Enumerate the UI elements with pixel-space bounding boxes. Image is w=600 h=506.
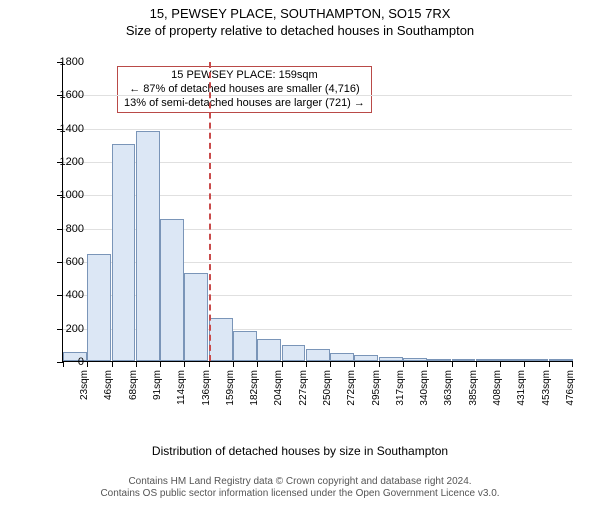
annotation-line-3: 13% of semi-detached houses are larger (… (124, 97, 365, 111)
histogram-bar (427, 359, 451, 362)
y-tick-label: 200 (44, 323, 84, 335)
x-tick-label: 250sqm (322, 370, 333, 406)
x-tick (330, 361, 331, 367)
x-tick (136, 361, 137, 367)
x-tick (379, 361, 380, 367)
x-tick-label: 385sqm (468, 370, 479, 406)
histogram-bar (160, 219, 184, 361)
histogram-bar (136, 131, 160, 361)
x-tick-label: 476sqm (565, 370, 576, 406)
x-tick-label: 91sqm (152, 370, 163, 400)
histogram-bar (549, 359, 573, 361)
y-tick-label: 1800 (44, 56, 84, 68)
x-tick-label: 114sqm (176, 370, 187, 405)
histogram-bar (233, 331, 257, 361)
y-tick-label: 1400 (44, 123, 84, 135)
x-tick (572, 361, 573, 367)
annotation-box: 15 PEWSEY PLACE: 159sqm ← 87% of detache… (117, 66, 372, 113)
histogram-bar (306, 349, 330, 361)
x-tick (112, 361, 113, 367)
x-tick (233, 361, 234, 367)
histogram-bar (524, 359, 548, 361)
x-tick-label: 159sqm (225, 370, 236, 406)
histogram-bar (500, 359, 524, 361)
y-tick-label: 1600 (44, 89, 84, 101)
x-tick-label: 363sqm (443, 370, 454, 406)
x-tick (354, 361, 355, 367)
histogram-bar (452, 359, 476, 361)
grid-line (63, 129, 572, 130)
histogram-bar (282, 345, 306, 361)
x-tick (452, 361, 453, 367)
x-tick (87, 361, 88, 367)
x-tick-label: 68sqm (128, 370, 139, 400)
x-tick (500, 361, 501, 367)
x-tick (184, 361, 185, 367)
histogram-bar (379, 357, 403, 361)
x-tick (282, 361, 283, 367)
histogram-bar (209, 318, 233, 361)
histogram-bar (330, 353, 354, 361)
footer-text: Contains HM Land Registry data © Crown c… (0, 476, 600, 500)
y-tick-label: 1200 (44, 156, 84, 168)
histogram-bar (476, 359, 500, 361)
reference-line (209, 62, 211, 361)
x-tick (476, 361, 477, 367)
page-title-2: Size of property relative to detached ho… (0, 23, 600, 38)
y-tick-label: 800 (44, 223, 84, 235)
x-tick-label: 204sqm (273, 370, 284, 406)
y-tick-label: 0 (44, 356, 84, 368)
x-tick-label: 317sqm (395, 370, 406, 406)
x-tick (427, 361, 428, 367)
x-tick (403, 361, 404, 367)
grid-line (63, 95, 572, 96)
x-tick-label: 340sqm (419, 370, 430, 406)
page-title-1: 15, PEWSEY PLACE, SOUTHAMPTON, SO15 7RX (0, 6, 600, 21)
histogram-bar (257, 339, 281, 361)
x-tick (209, 361, 210, 367)
plot-area: 15 PEWSEY PLACE: 159sqm ← 87% of detache… (62, 62, 572, 362)
histogram-bar (403, 358, 427, 361)
x-tick-label: 182sqm (249, 370, 260, 406)
x-tick-label: 408sqm (492, 370, 503, 406)
y-tick-label: 400 (44, 289, 84, 301)
chart-container: Number of detached properties 15 PEWSEY … (0, 54, 600, 434)
x-tick-label: 453sqm (541, 370, 552, 406)
annotation-line-1: 15 PEWSEY PLACE: 159sqm (124, 69, 365, 83)
x-tick (160, 361, 161, 367)
x-tick-label: 46sqm (103, 370, 114, 400)
y-tick-label: 1000 (44, 189, 84, 201)
histogram-bar (354, 355, 378, 361)
x-tick (524, 361, 525, 367)
histogram-bar (87, 254, 111, 361)
x-axis-title: Distribution of detached houses by size … (0, 444, 600, 458)
x-tick (257, 361, 258, 367)
x-tick-label: 272sqm (346, 370, 357, 406)
x-tick-label: 295sqm (371, 370, 382, 406)
x-tick-label: 23sqm (79, 370, 90, 400)
x-tick (306, 361, 307, 367)
histogram-bar (184, 273, 208, 361)
histogram-bar (112, 144, 136, 361)
footer-line-2: Contains OS public sector information li… (0, 488, 600, 500)
x-tick-label: 136sqm (201, 370, 212, 406)
footer-line-1: Contains HM Land Registry data © Crown c… (0, 476, 600, 488)
x-tick-label: 227sqm (298, 370, 309, 406)
x-tick (549, 361, 550, 367)
y-tick-label: 600 (44, 256, 84, 268)
x-tick-label: 431sqm (516, 370, 527, 406)
